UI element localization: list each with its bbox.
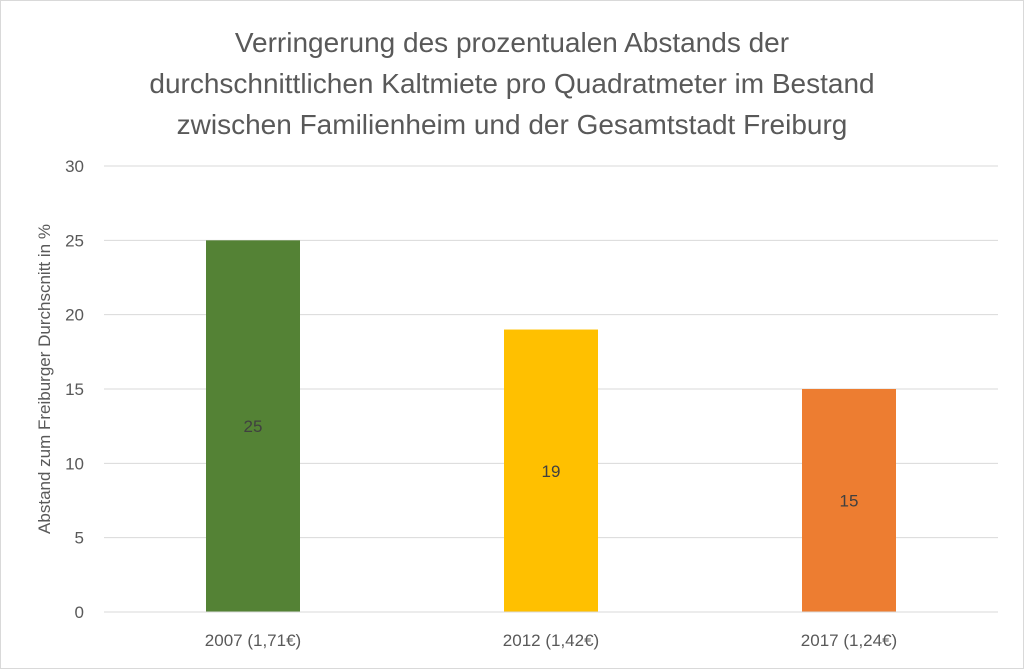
data-labels: 25 19 15 <box>244 417 859 510</box>
data-label: 15 <box>840 492 859 511</box>
y-axis-label: Abstand zum Freiburger Durchscnitt in % <box>35 224 54 534</box>
y-tick-label: 10 <box>65 454 84 473</box>
y-tick-label: 5 <box>75 529 84 548</box>
y-tick-label: 0 <box>75 603 84 622</box>
y-tick-label: 25 <box>65 231 84 250</box>
chart-title: Verringerung des prozentualen Abstands d… <box>149 27 875 140</box>
x-tick-label: 2012 (1,42€) <box>503 631 599 650</box>
x-axis-ticks: 2007 (1,71€) 2012 (1,42€) 2017 (1,24€) <box>205 631 897 650</box>
data-label: 19 <box>542 462 561 481</box>
y-tick-label: 20 <box>65 306 84 325</box>
y-tick-label: 30 <box>65 157 84 176</box>
bars <box>206 240 896 613</box>
x-tick-label: 2017 (1,24€) <box>801 631 897 650</box>
y-axis-ticks: 0 5 10 15 20 25 30 <box>65 157 84 622</box>
bar <box>802 389 896 612</box>
data-label: 25 <box>244 417 263 436</box>
bar <box>504 329 598 612</box>
x-tick-label: 2007 (1,71€) <box>205 631 301 650</box>
y-tick-label: 15 <box>65 380 84 399</box>
bar <box>206 240 300 613</box>
